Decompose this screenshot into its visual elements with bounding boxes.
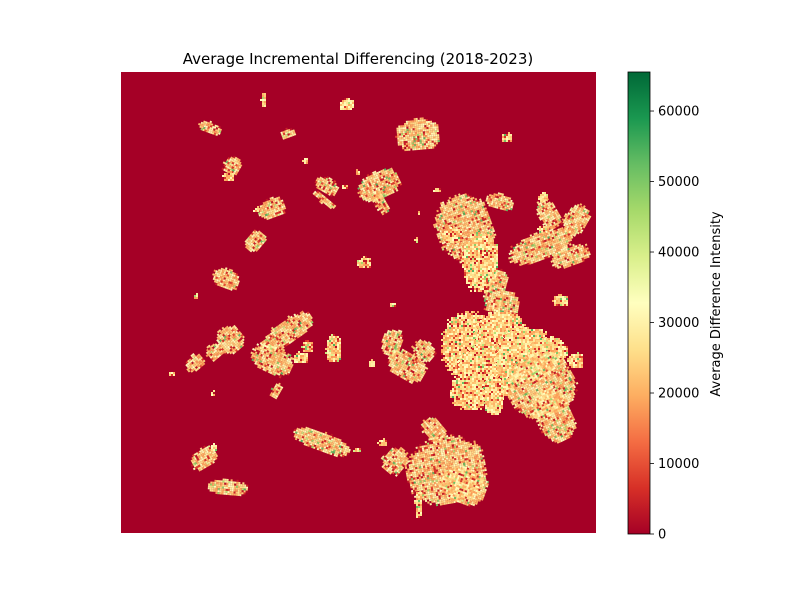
heatmap-patch — [387, 348, 429, 385]
heatmap-patch — [395, 117, 440, 152]
heatmap-patch — [462, 232, 498, 292]
heatmap-patch — [433, 188, 441, 192]
heatmap-patch — [381, 329, 404, 358]
heatmap-patch — [530, 386, 577, 444]
heatmap-patch — [325, 334, 341, 362]
heatmap-patch — [390, 303, 396, 307]
colorbar-tick-label: 0 — [658, 528, 666, 543]
heatmap-patch — [185, 353, 206, 373]
heatmap-patch — [442, 227, 462, 243]
heatmap-patch — [169, 372, 175, 376]
heatmap-patch — [269, 382, 284, 400]
colorbar-tick-label: 20000 — [658, 387, 699, 402]
heatmap-patch — [357, 256, 371, 268]
heatmap-patch — [437, 465, 489, 507]
heatmap-patch — [198, 120, 222, 137]
colorbar-gradient — [627, 71, 651, 535]
heatmap-patches — [169, 93, 592, 518]
colorbar: 0 10000 20000 30000 40000 50000 60000 Average … — [627, 71, 724, 543]
heatmap-patch — [502, 132, 512, 142]
heatmap-patch — [250, 342, 295, 379]
heatmap-patch — [340, 98, 354, 110]
colorbar-tick-label: 60000 — [658, 105, 699, 120]
colorbar-tick-label: 40000 — [658, 246, 699, 261]
heatmap-patch — [207, 478, 249, 497]
heatmap-patch — [256, 196, 287, 221]
heatmap-patch — [380, 446, 410, 477]
heatmap-patch — [372, 190, 391, 216]
heatmap-patch — [552, 294, 568, 306]
heatmap-patch — [211, 390, 215, 396]
heatmap-patch — [414, 492, 422, 518]
colorbar-tick-label: 10000 — [658, 457, 699, 472]
heatmap-patch — [353, 448, 361, 452]
colorbar-label: Average Difference Intensity — [709, 211, 724, 397]
heatmap-patch — [280, 127, 297, 140]
heatmap-patch — [293, 426, 351, 458]
heatmap-patch — [418, 211, 420, 215]
heatmap-patch — [253, 206, 259, 212]
heatmap-patch — [205, 343, 225, 362]
heatmap-patch — [502, 314, 522, 330]
heatmap-patch — [377, 438, 387, 446]
heatmap-patch — [450, 370, 490, 410]
heatmap-background — [121, 72, 596, 533]
heatmap-patch — [312, 190, 337, 210]
heatmap-patch — [342, 185, 348, 189]
heatmap-patch — [410, 338, 438, 363]
colorbar-ticks: 0 10000 20000 30000 40000 50000 60000 — [650, 105, 699, 543]
heatmap-patch — [211, 443, 217, 451]
heatmap-patch — [302, 158, 308, 164]
heatmap-patch — [567, 352, 583, 368]
colorbar-tick-label: 50000 — [658, 175, 699, 190]
heatmap-patch — [301, 340, 313, 352]
heatmap-patch — [414, 237, 418, 243]
heatmap-patch — [550, 243, 591, 269]
heatmap-patch — [485, 192, 515, 212]
chart-title: Average Incremental Differencing (2018-2… — [183, 50, 534, 68]
heatmap-patch — [477, 326, 493, 344]
heatmap-patch — [420, 416, 448, 445]
heatmap-plot-area — [121, 72, 596, 533]
heatmap-patch — [356, 169, 360, 175]
heatmap-patch — [194, 293, 198, 299]
heatmap-patch — [260, 93, 266, 107]
colorbar-tick-label: 30000 — [658, 316, 699, 331]
heatmap-patch — [369, 359, 375, 367]
heatmap-patch — [222, 171, 234, 181]
heatmap-patch — [314, 176, 340, 197]
heatmap-patch — [244, 229, 268, 253]
heatmap-patch — [294, 351, 308, 363]
heatmap-patch — [483, 375, 503, 415]
heatmap-patch — [212, 267, 240, 291]
